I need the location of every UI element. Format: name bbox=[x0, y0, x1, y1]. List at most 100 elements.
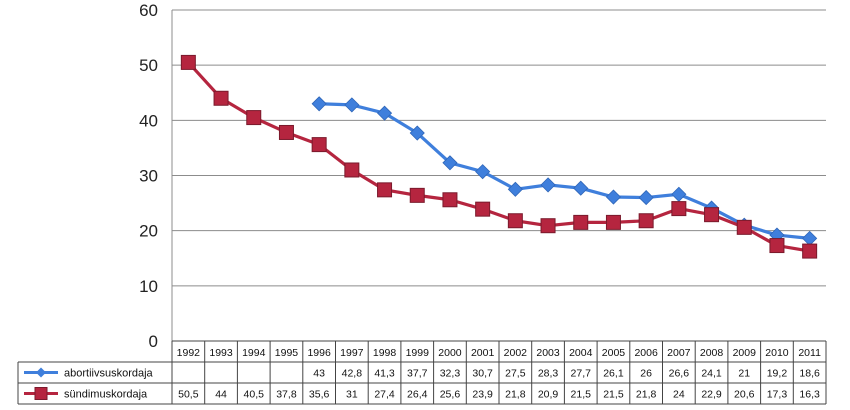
y-tick-label: 10 bbox=[139, 277, 158, 296]
data-point-diamond bbox=[507, 181, 523, 197]
data-table-value: 19,2 bbox=[767, 368, 788, 380]
data-point-square bbox=[377, 182, 393, 198]
x-category-label: 1996 bbox=[307, 347, 331, 359]
data-point-square bbox=[769, 238, 785, 254]
data-point-diamond bbox=[311, 96, 327, 112]
data-point-square bbox=[311, 137, 327, 153]
data-point-square bbox=[180, 54, 196, 70]
x-category-label: 1993 bbox=[209, 347, 233, 359]
x-category-label: 1992 bbox=[177, 347, 201, 359]
x-category-label: 2000 bbox=[438, 347, 462, 359]
data-table-value: 28,3 bbox=[538, 368, 559, 380]
x-category-label: 2002 bbox=[504, 347, 528, 359]
data-table-value: 40,5 bbox=[244, 389, 265, 401]
data-table-value: 27,4 bbox=[374, 389, 395, 401]
data-table-value: 21,8 bbox=[636, 389, 657, 401]
data-point-square bbox=[605, 214, 621, 230]
data-table-value: 30,7 bbox=[472, 368, 493, 380]
data-point-square bbox=[671, 201, 687, 217]
data-table-value: 24 bbox=[673, 389, 685, 401]
x-category-label: 1999 bbox=[406, 347, 430, 359]
legend-marker-square bbox=[34, 387, 48, 400]
data-point-square bbox=[344, 162, 360, 178]
data-point-square bbox=[802, 243, 818, 259]
data-table-value: 44 bbox=[215, 389, 227, 401]
x-category-label: 2004 bbox=[569, 347, 593, 359]
data-table-value: 37,7 bbox=[407, 368, 428, 380]
x-category-label: 2001 bbox=[471, 347, 495, 359]
series-markers bbox=[180, 54, 818, 259]
data-point-diamond bbox=[638, 190, 654, 206]
data-table-value: 26 bbox=[640, 368, 652, 380]
data-table-value: 27,5 bbox=[505, 368, 526, 380]
data-point-diamond bbox=[475, 164, 491, 180]
data-point-square bbox=[736, 219, 752, 235]
data-table-value: 16,3 bbox=[799, 389, 820, 401]
data-point-diamond bbox=[605, 189, 622, 205]
data-table-value: 23,9 bbox=[472, 389, 493, 401]
y-axis: 0 10 20 30 40 50 60 bbox=[139, 1, 173, 351]
legend-marker-diamond bbox=[36, 367, 46, 378]
data-table-value: 31 bbox=[346, 389, 358, 401]
x-category-label: 2005 bbox=[602, 347, 626, 359]
data-table-value: 43 bbox=[313, 368, 325, 380]
data-table-value: 41,3 bbox=[374, 368, 395, 380]
y-tick-label: 40 bbox=[139, 111, 158, 130]
data-point-square bbox=[507, 213, 523, 229]
data-table-value: 20,6 bbox=[734, 389, 755, 401]
y-tick-label: 20 bbox=[139, 222, 158, 241]
series-line-abortiivsuskordaja bbox=[319, 102, 810, 240]
data-point-square bbox=[409, 187, 425, 203]
data-point-square bbox=[246, 110, 262, 126]
data-table-value: 35,6 bbox=[309, 389, 330, 401]
data-table-value: 26,6 bbox=[669, 368, 690, 380]
data-point-square bbox=[278, 124, 294, 140]
data-table-value: 26,4 bbox=[407, 389, 428, 401]
data-table-value: 50,5 bbox=[178, 389, 199, 401]
data-point-square bbox=[704, 207, 720, 223]
data-table-value: 24,1 bbox=[701, 368, 722, 380]
data-table-value: 21,5 bbox=[603, 389, 624, 401]
x-category-label: 1998 bbox=[373, 347, 397, 359]
data-table-value: 21,8 bbox=[505, 389, 526, 401]
legend-label: sündimuskordaja bbox=[64, 389, 148, 401]
data-point-diamond bbox=[376, 105, 393, 121]
data-table-value: 42,8 bbox=[342, 368, 363, 380]
data-table-value: 26,1 bbox=[603, 368, 624, 380]
data-point-square bbox=[213, 90, 229, 106]
x-category-label: 2008 bbox=[700, 347, 724, 359]
data-table-value: 32,3 bbox=[440, 368, 461, 380]
data-point-square bbox=[475, 201, 491, 217]
data-table-value: 22,9 bbox=[701, 389, 722, 401]
data-point-diamond bbox=[573, 180, 589, 196]
data-table-value: 27,7 bbox=[571, 368, 592, 380]
data-point-square bbox=[638, 213, 654, 229]
y-tick-label: 50 bbox=[139, 56, 158, 75]
x-category-label: 1997 bbox=[340, 347, 364, 359]
x-category-label: 2003 bbox=[536, 347, 560, 359]
legend-label: abortiivsuskordaja bbox=[64, 368, 154, 380]
data-point-diamond bbox=[409, 125, 425, 141]
data-table-value: 17,3 bbox=[767, 389, 788, 401]
data-point-diamond bbox=[802, 230, 818, 246]
x-category-label: 2006 bbox=[634, 347, 658, 359]
data-point-square bbox=[442, 192, 458, 208]
data-point-diamond bbox=[442, 155, 458, 171]
y-tick-label: 30 bbox=[139, 167, 158, 186]
data-table-value: 37,8 bbox=[276, 389, 297, 401]
data-point-diamond bbox=[344, 97, 360, 113]
data-table-value: 21 bbox=[738, 368, 750, 380]
x-category-label: 2010 bbox=[765, 347, 789, 359]
x-category-label: 1995 bbox=[275, 347, 299, 359]
x-category-label: 2007 bbox=[667, 347, 691, 359]
gridlines bbox=[172, 9, 826, 287]
data-table-value: 20,9 bbox=[538, 389, 559, 401]
x-category-label: 2009 bbox=[733, 347, 757, 359]
series-lines bbox=[187, 61, 810, 253]
data-table-value: 18,6 bbox=[799, 368, 820, 380]
data-point-diamond bbox=[540, 177, 556, 193]
x-category-label: 1994 bbox=[242, 347, 266, 359]
y-tick-label: 0 bbox=[149, 332, 158, 351]
data-point-square bbox=[540, 218, 556, 234]
